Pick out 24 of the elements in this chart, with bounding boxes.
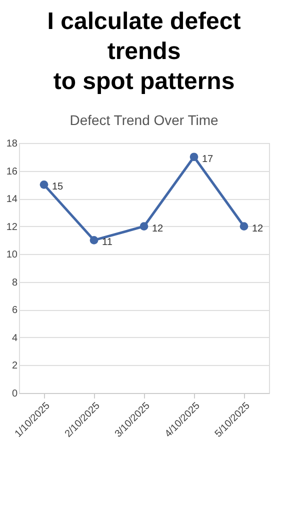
y-tick-label: 16 bbox=[6, 166, 18, 178]
point bbox=[90, 236, 98, 244]
point bbox=[140, 222, 148, 231]
point bbox=[190, 152, 198, 162]
data-label: 12 bbox=[152, 223, 164, 234]
y-tick-label: 14 bbox=[6, 194, 18, 206]
y-tick-label: 4 bbox=[12, 332, 18, 344]
y-tick-label: 12 bbox=[6, 222, 18, 233]
point bbox=[240, 222, 248, 231]
data-label: 15 bbox=[52, 182, 64, 193]
text: I calculate defect bbox=[47, 8, 241, 35]
y-tick-label: 18 bbox=[6, 138, 18, 150]
data-label: 17 bbox=[202, 154, 214, 165]
y-tick-label: 6 bbox=[12, 305, 18, 316]
y-tick-label: 8 bbox=[12, 277, 18, 288]
y-tick-label: 10 bbox=[6, 250, 18, 261]
y-tick-label: 0 bbox=[12, 388, 18, 400]
data-label: 12 bbox=[252, 223, 264, 234]
text: to spot patterns bbox=[53, 68, 235, 95]
chart-subtitle: Defect Trend Over Time bbox=[70, 112, 219, 128]
text: trends bbox=[107, 38, 181, 65]
data-label: 11 bbox=[102, 237, 113, 248]
point bbox=[40, 180, 48, 189]
y-tick-label: 2 bbox=[12, 360, 18, 372]
